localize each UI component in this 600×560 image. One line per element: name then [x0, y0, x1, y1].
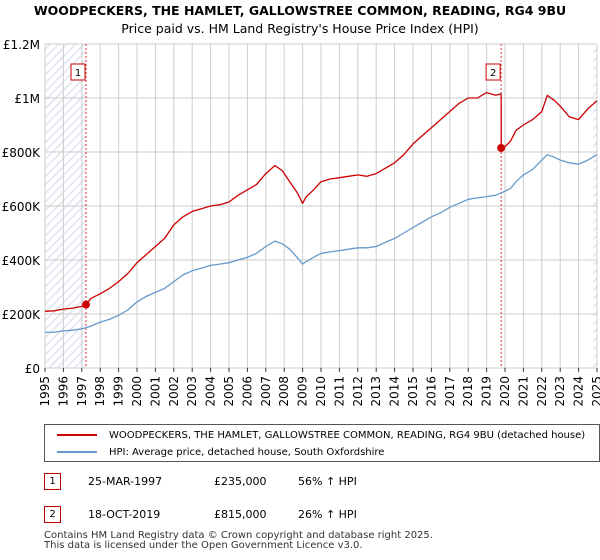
- sale-row: 1 25-MAR-1997 £235,000 56% ↑ HPI: [44, 473, 600, 493]
- x-tick-label: 2003: [185, 376, 199, 407]
- x-tick-label: 2012: [351, 376, 365, 407]
- chart-subtitle: Price paid vs. HM Land Registry's House …: [121, 21, 479, 36]
- sale-number-badge: 2: [44, 506, 61, 523]
- x-tick-label: 2004: [204, 376, 218, 407]
- legend-swatch-property: [57, 434, 97, 436]
- x-tick-label: 2005: [222, 376, 236, 407]
- sale-label-number: 1: [75, 68, 81, 79]
- x-tick-label: 2015: [406, 376, 420, 407]
- x-tick-label: 2002: [167, 376, 181, 407]
- x-tick-label: 1995: [38, 376, 52, 407]
- sale-hpi-change: 56% ↑ HPI: [298, 475, 357, 488]
- x-tick-label: 2006: [240, 376, 254, 407]
- x-tick-label: 2017: [443, 376, 457, 407]
- chart-title: WOODPECKERS, THE HAMLET, GALLOWSTREE COM…: [0, 2, 600, 38]
- sale-row: 2 18-OCT-2019 £815,000 26% ↑ HPI: [44, 506, 600, 526]
- x-tick-label: 1996: [56, 376, 70, 407]
- x-tick-label: 2019: [480, 376, 494, 407]
- x-tick-label: 2001: [148, 376, 162, 407]
- chart-title-main: WOODPECKERS, THE HAMLET, GALLOWSTREE COM…: [33, 3, 567, 18]
- y-tick-label: £600K: [2, 200, 42, 214]
- y-tick-label: £200K: [2, 308, 42, 322]
- x-tick-label: 2000: [130, 376, 144, 407]
- chart-grid: [44, 43, 598, 369]
- y-tick-label: £400K: [2, 254, 42, 268]
- y-tick-label: £800K: [2, 146, 42, 160]
- x-tick-label: 1998: [93, 376, 107, 407]
- series-layer: [44, 91, 598, 334]
- x-tick-label: 2025: [590, 376, 600, 407]
- sale-date: 18-OCT-2019: [88, 508, 161, 521]
- x-tick-label: 2014: [388, 376, 402, 407]
- x-axis: 1995 1996 1997 1998 1999 2000 2001 2002 2003 2004…: [38, 368, 600, 407]
- sale-price: £815,000: [214, 508, 267, 521]
- sale-label-number: 2: [490, 68, 496, 79]
- sale-number-badge: 1: [44, 473, 61, 490]
- x-tick-label: 2022: [535, 376, 549, 407]
- y-tick-label: £0: [25, 362, 40, 376]
- x-tick-label: 2011: [332, 376, 346, 407]
- x-tick-label: 2009: [296, 376, 310, 407]
- x-tick-label: 2021: [516, 376, 530, 407]
- x-tick-label: 1999: [112, 376, 126, 407]
- sale-hpi-change: 26% ↑ HPI: [298, 508, 357, 521]
- hpi-series-line: [44, 154, 598, 334]
- sale-label-box: [485, 63, 501, 81]
- footer-copyright: Contains HM Land Registry data © Crown c…: [44, 530, 433, 541]
- x-tick-label: 2018: [461, 376, 475, 407]
- x-tick-label: 2013: [369, 376, 383, 407]
- y-axis: £0 £200K £400K £600K £800K £1M £1.2M: [2, 38, 42, 376]
- x-tick-label: 2024: [572, 376, 586, 407]
- sale-point: [82, 300, 91, 309]
- legend-item-property: WOODPECKERS, THE HAMLET, GALLOWSTREE COM…: [45, 427, 585, 443]
- property-series-line: [44, 91, 598, 312]
- legend-label-property: WOODPECKERS, THE HAMLET, GALLOWSTREE COM…: [109, 429, 586, 441]
- sale-point: [497, 143, 506, 152]
- sale-price: £235,000: [214, 475, 267, 488]
- x-tick-label: 2007: [259, 376, 273, 407]
- chart-legend: WOODPECKERS, THE HAMLET, GALLOWSTREE COM…: [44, 424, 600, 462]
- footer-licence: This data is licensed under the Open Gov…: [44, 540, 363, 551]
- x-tick-label: 2016: [424, 376, 438, 407]
- legend-item-hpi: HPI: Average price, detached house, Sout…: [45, 444, 384, 460]
- y-tick-label: £1.2M: [3, 38, 40, 52]
- legend-label-hpi: HPI: Average price, detached house, Sout…: [109, 446, 385, 458]
- legend-swatch-hpi: [57, 451, 97, 453]
- x-tick-label: 2008: [277, 376, 291, 407]
- footer-attribution: Contains HM Land Registry data © Crown c…: [44, 531, 433, 551]
- x-tick-label: 1997: [75, 376, 89, 407]
- y-tick-label: £1M: [14, 92, 40, 106]
- x-tick-label: 2020: [498, 376, 512, 407]
- sale-label-box: [70, 63, 86, 81]
- x-tick-label: 2023: [553, 376, 567, 407]
- sale-date: 25-MAR-1997: [88, 475, 163, 488]
- x-tick-label: 2010: [314, 376, 328, 407]
